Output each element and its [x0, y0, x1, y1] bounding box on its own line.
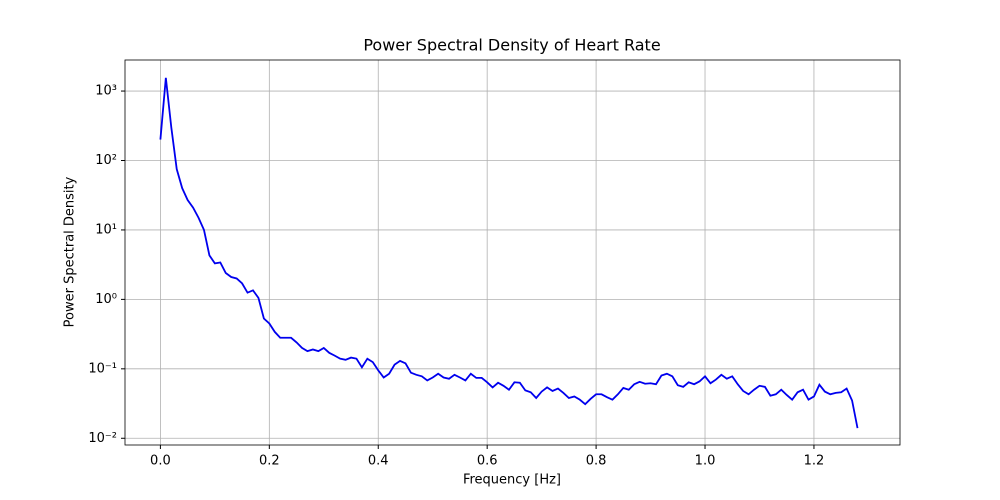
- x-tick-label: 0.2: [259, 454, 280, 469]
- x-tick-label: 0.6: [477, 454, 498, 469]
- x-tick-label: 0.0: [150, 454, 171, 469]
- y-tick-label: 10¹: [95, 222, 117, 237]
- chart-title: Power Spectral Density of Heart Rate: [363, 36, 660, 55]
- y-tick-label: 10⁰: [95, 292, 117, 307]
- x-tick-label: 1.2: [804, 454, 825, 469]
- y-tick-label: 10⁻¹: [88, 361, 117, 376]
- x-tick-label: 1.0: [695, 454, 716, 469]
- plot-frame: [124, 59, 901, 446]
- x-tick-label: 0.4: [368, 454, 389, 469]
- x-tick-label: 0.8: [586, 454, 607, 469]
- y-tick-label: 10³: [95, 84, 117, 99]
- y-tick-label: 10⁻²: [88, 431, 117, 446]
- y-axis-label: Power Spectral Density: [63, 176, 78, 327]
- data-line: [159, 77, 859, 429]
- y-tick-label: 10²: [95, 153, 117, 168]
- x-axis-label: Frequency [Hz]: [463, 473, 561, 488]
